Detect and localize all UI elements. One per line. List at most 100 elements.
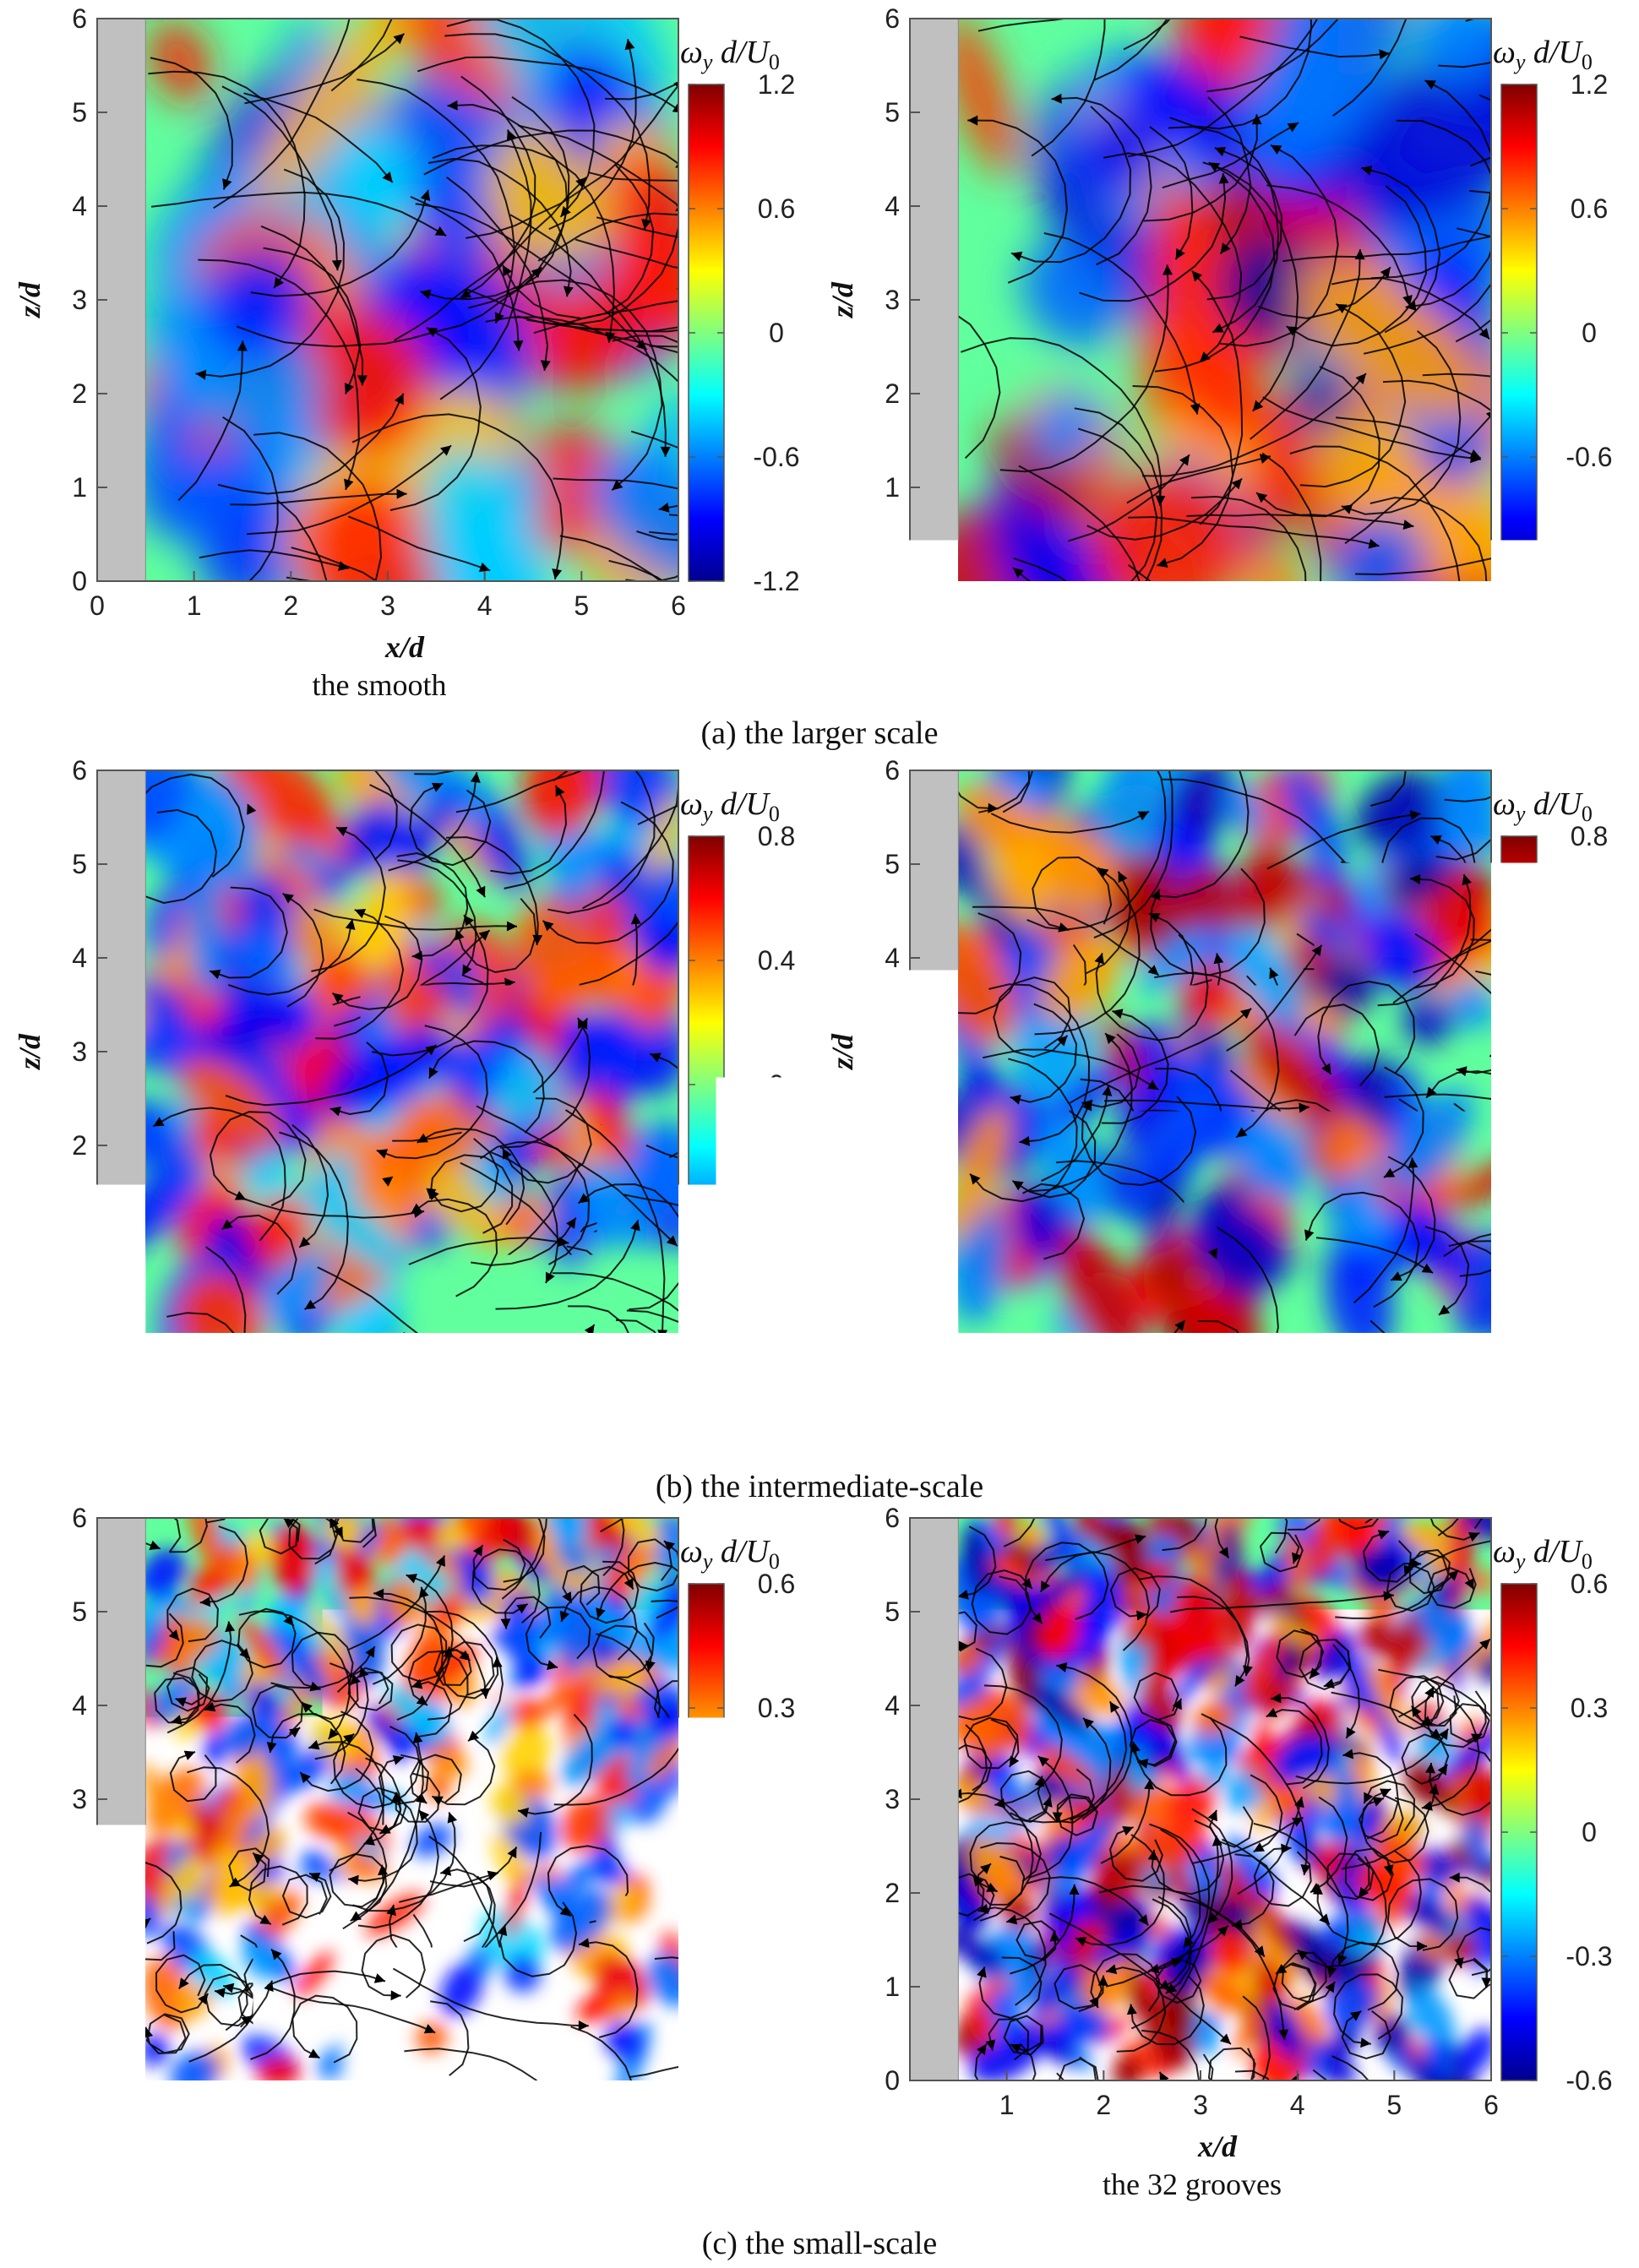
y-tick-label: 4 bbox=[885, 943, 900, 973]
colorbar-label: ωy d/U0 bbox=[1493, 786, 1593, 826]
y-tick-label: 3 bbox=[885, 1036, 900, 1067]
x-tick-label: 6 bbox=[671, 590, 686, 621]
y-tick-label: 2 bbox=[72, 1130, 87, 1161]
colorbar-tick-label: 0.4 bbox=[1571, 945, 1608, 976]
streamline-arrow bbox=[482, 1503, 493, 1513]
y-tick-label: 5 bbox=[72, 97, 87, 128]
colorbar-tick-label: 0 bbox=[1582, 318, 1597, 348]
streamline bbox=[1301, 1321, 1394, 1423]
colorbar-tick-label: 0.6 bbox=[758, 193, 795, 224]
streamline-arrow bbox=[142, 1412, 152, 1422]
y-tick-label: 5 bbox=[885, 849, 900, 879]
y-tick-label: 5 bbox=[72, 849, 87, 879]
x-tick-label: 4 bbox=[477, 2090, 493, 2120]
streamline bbox=[553, 600, 678, 780]
y-axis-label: z/d bbox=[825, 1781, 859, 1819]
colorbar-label: ωy d/U0 bbox=[680, 1534, 780, 1574]
x-tick-label: 3 bbox=[380, 2090, 395, 2120]
x-tick-label: 6 bbox=[671, 2090, 686, 2120]
streamline-arrow bbox=[1072, 2094, 1082, 2104]
streamline-arrow bbox=[1325, 2167, 1336, 2178]
streamline-arrow bbox=[356, 751, 367, 762]
x-tick-label: 0 bbox=[90, 590, 105, 621]
colorbar-tick-label: 0.6 bbox=[1571, 193, 1608, 224]
x-tick-label: 6 bbox=[671, 1342, 686, 1373]
y-tick-label: 2 bbox=[885, 378, 900, 409]
colorbar-label: ωy d/U0 bbox=[1493, 35, 1593, 74]
x-tick-label: 1 bbox=[999, 590, 1015, 621]
y-tick-label: 2 bbox=[885, 1878, 900, 1908]
y-tick-label: 1 bbox=[72, 1972, 87, 2002]
panel-subtitle: the 32 grooves bbox=[1103, 2167, 1282, 2201]
x-axis-label: x/d bbox=[1197, 1382, 1238, 1416]
streamline-arrow bbox=[251, 694, 262, 704]
streamline-arrow bbox=[1556, 636, 1565, 647]
x-axis-label: x/d bbox=[384, 630, 425, 664]
x-tick-label: 2 bbox=[283, 1342, 298, 1373]
colorbar-tick-label: 0 bbox=[769, 318, 784, 348]
colorbar-tick-label: 0.4 bbox=[758, 945, 795, 976]
colorbar-tick-label: 0.8 bbox=[1571, 821, 1608, 851]
streamline-arrow bbox=[1026, 722, 1036, 733]
streamline-arrow bbox=[1154, 2089, 1164, 2100]
streamline-arrow bbox=[1230, 753, 1239, 764]
streamline-arrow bbox=[840, 330, 851, 340]
colorbar-tick-label: 0.3 bbox=[1571, 1693, 1608, 1723]
streamline-arrow bbox=[1591, 1262, 1600, 1273]
streamline-arrow bbox=[1080, 1335, 1090, 1346]
streamline-arrow bbox=[1555, 1219, 1565, 1230]
y-axis-label: z/d bbox=[13, 1781, 46, 1819]
caption-c: (c) the small-scale bbox=[702, 2226, 938, 2261]
y-tick-label: 4 bbox=[72, 191, 87, 221]
x-tick-label: 3 bbox=[1193, 2090, 1208, 2120]
streamline bbox=[649, 334, 851, 348]
streamline-arrow bbox=[364, 593, 373, 604]
y-tick-label: 6 bbox=[885, 3, 900, 34]
streamline-arrow bbox=[1607, 1235, 1618, 1244]
x-tick-label: 2 bbox=[1096, 1342, 1111, 1373]
streamline-arrow bbox=[1225, 2085, 1235, 2095]
streamline-arrow bbox=[506, 1437, 517, 1448]
streamline-arrow bbox=[1139, 601, 1149, 612]
x-tick-label: 6 bbox=[1484, 590, 1499, 621]
streamline-arrow bbox=[835, 326, 845, 336]
streamline-arrow bbox=[358, 760, 369, 770]
y-tick-label: 1 bbox=[885, 1224, 900, 1254]
streamline-arrow bbox=[694, 619, 704, 630]
x-axis-label: x/d bbox=[384, 2129, 425, 2163]
colorbar-tick-label: 0 bbox=[1582, 1069, 1597, 1100]
streamline-arrow bbox=[738, 271, 749, 281]
streamline-arrow bbox=[337, 1395, 347, 1406]
x-tick-label: 1 bbox=[187, 1342, 202, 1373]
streamline-arrow bbox=[1435, 751, 1446, 760]
x-tick-label: 1 bbox=[187, 2090, 202, 2120]
y-tick-label: 0 bbox=[72, 2065, 87, 2096]
colorbar-tick-label: 0.3 bbox=[758, 1693, 795, 1723]
x-axis-label: x/d bbox=[384, 1382, 425, 1416]
streamline-arrow bbox=[734, 1413, 744, 1424]
streamline-arrow bbox=[764, 598, 774, 609]
x-tick-label: 5 bbox=[574, 590, 589, 621]
streamline-arrow bbox=[764, 1242, 773, 1253]
y-tick-label: 2 bbox=[72, 378, 87, 409]
caption-a: (a) the larger scale bbox=[701, 715, 939, 751]
y-axis-label: z/d bbox=[13, 281, 46, 319]
streamline-arrow bbox=[520, 746, 529, 757]
x-tick-label: 4 bbox=[1290, 1342, 1305, 1373]
streamline-arrow bbox=[774, 416, 784, 426]
streamline-arrow bbox=[1354, 1476, 1365, 1486]
y-tick-label: 4 bbox=[885, 191, 900, 221]
colorbar-tick-label: -0.6 bbox=[1565, 442, 1612, 472]
x-tick-label: 5 bbox=[1386, 2090, 1402, 2120]
streamline-arrow bbox=[432, 642, 443, 653]
streamline-arrow bbox=[815, 1716, 825, 1727]
x-tick-label: 6 bbox=[1484, 1342, 1499, 1373]
y-tick-label: 5 bbox=[885, 97, 900, 128]
x-tick-label: 5 bbox=[574, 1342, 589, 1373]
y-tick-label: 3 bbox=[885, 285, 900, 315]
y-tick-label: 3 bbox=[72, 1036, 87, 1067]
colorbar-tick-label: -0.3 bbox=[1565, 1941, 1612, 1972]
panel-a-right: 1 2 3 4 5 60123456x/dz/dthe 32 groovesωy d/U0… bbox=[825, 0, 1639, 803]
colorbar-tick-label: 0.8 bbox=[758, 821, 795, 851]
x-tick-label: 2 bbox=[1096, 2090, 1111, 2120]
